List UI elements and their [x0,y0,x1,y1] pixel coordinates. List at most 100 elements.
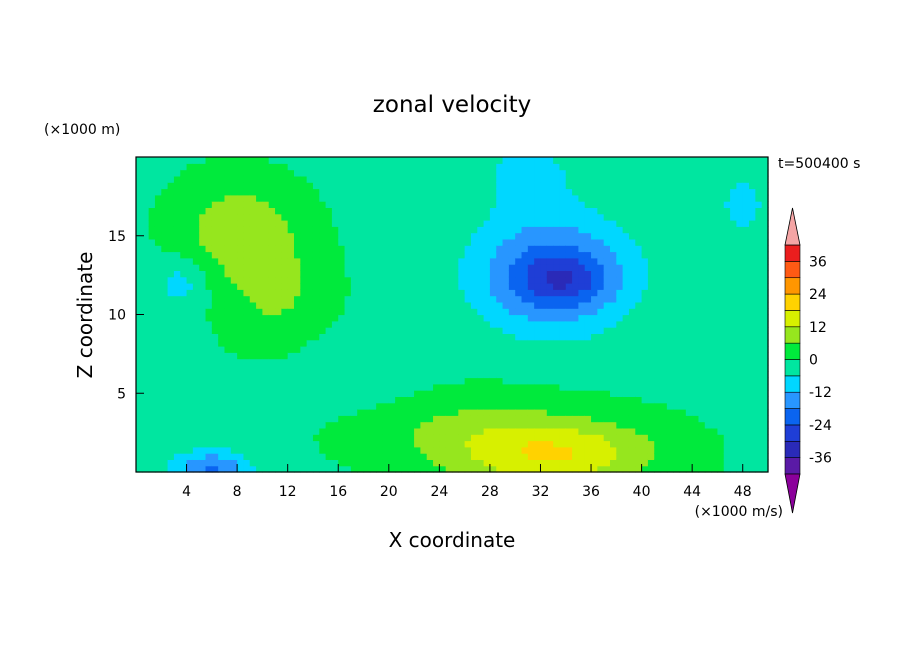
field-cell [704,402,712,410]
field-cell [698,465,706,473]
field-cell [154,283,162,290]
field-cell [331,201,339,208]
field-cell [395,371,403,379]
field-cell [249,339,257,347]
field-cell [426,163,434,171]
field-cell [237,175,245,183]
field-cell [167,352,175,360]
field-cell [749,175,756,183]
field-cell [205,358,213,366]
field-cell [717,440,725,448]
field-cell [275,358,282,366]
field-cell [439,320,447,328]
field-cell [470,314,478,322]
field-cell [458,257,466,265]
field-cell [660,276,668,284]
field-cell [275,226,282,234]
field-cell [262,270,270,278]
field-cell [565,333,573,341]
field-cell [148,453,156,460]
field-cell [268,415,276,423]
field-cell [711,226,719,234]
field-cell [401,427,409,435]
field-cell [363,175,371,183]
field-cell [218,390,226,397]
field-cell [142,308,150,316]
field-cell [445,453,453,460]
field-cell [256,327,263,334]
field-cell [243,446,251,454]
field-cell [382,402,390,410]
field-cell [508,301,516,309]
field-cell [749,194,756,202]
field-cell [591,465,598,473]
field-cell [704,421,712,429]
field-cell [325,314,333,322]
field-cell [565,207,573,215]
field-cell [553,289,561,297]
field-cell [167,201,175,208]
field-cell [350,320,358,328]
field-cell [395,226,403,234]
field-cell [534,402,542,410]
field-cell [515,415,523,423]
field-cell [325,264,333,271]
field-cell [319,402,327,410]
field-cell [515,163,523,171]
field-cell [584,453,592,460]
field-cell [508,358,516,366]
field-cell [578,409,586,416]
field-cell [439,295,447,303]
field-cell [211,409,219,416]
field-cell [647,421,655,429]
field-cell [553,440,561,448]
field-cell [591,453,598,460]
field-cell [256,371,263,379]
field-cell [338,396,346,404]
field-cell [616,245,624,253]
field-cell [319,352,327,360]
field-cell [363,320,371,328]
field-cell [325,446,333,454]
field-cell [388,213,396,221]
field-cell [603,409,611,416]
field-cell [142,390,150,397]
field-cell [237,434,245,442]
field-cell [723,453,731,460]
field-cell [673,220,681,227]
field-cell [319,283,327,290]
field-cell [666,358,674,366]
field-cell [470,427,478,435]
field-cell [433,232,440,240]
field-cell [477,182,485,190]
field-cell [300,308,308,316]
field-cell [711,383,719,391]
field-cell [167,327,175,334]
field-cell [294,446,301,454]
field-cell [527,301,535,309]
field-cell [723,308,731,316]
field-cell [420,251,428,259]
field-cell [647,182,655,190]
field-cell [154,175,162,183]
field-cell [673,301,681,309]
field-cell [603,339,611,347]
field-cell [414,308,421,316]
field-cell [230,358,238,366]
field-cell [319,434,327,442]
field-cell [736,364,744,372]
field-cell [350,163,358,171]
field-cell [489,301,497,309]
field-cell [325,465,333,473]
field-cell [628,327,636,334]
field-cell [325,289,333,297]
field-cell [350,213,358,221]
field-cell [224,409,232,416]
field-cell [338,188,346,196]
field-cell [369,409,377,416]
field-cell [136,320,143,328]
field-cell [502,402,510,410]
field-cell [616,194,624,202]
field-cell [388,257,396,265]
field-cell [470,320,478,328]
